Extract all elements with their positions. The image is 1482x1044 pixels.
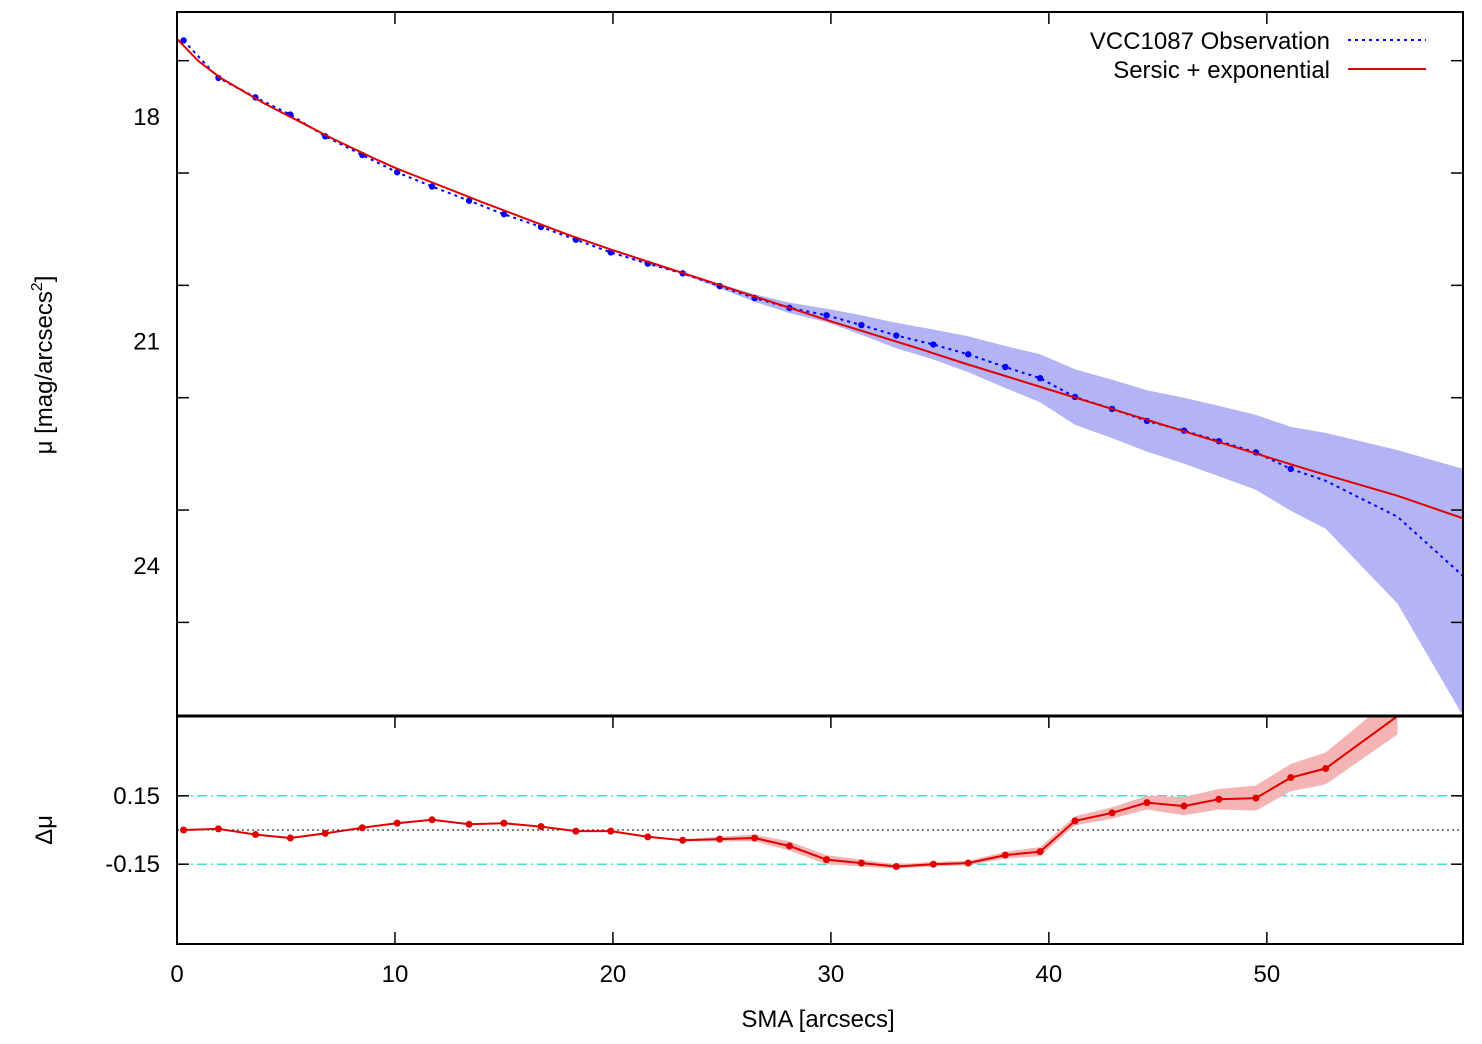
observation-point (1002, 363, 1009, 371)
observation-band-area (183, 40, 1463, 716)
residual-point (286, 834, 294, 842)
residual-point (857, 859, 865, 867)
observation-point (1287, 465, 1295, 473)
residual-series (180, 716, 1399, 870)
observation-point (823, 312, 830, 319)
observation-point (428, 183, 436, 190)
residual-point (358, 824, 366, 832)
residual-point (751, 834, 759, 842)
y-tick-label: 18 (133, 104, 160, 131)
residual-point (892, 862, 900, 870)
residual-point (823, 856, 831, 864)
residual-point (1036, 848, 1044, 856)
observation-point (1036, 375, 1044, 382)
observation-point (180, 37, 187, 44)
residual-point (572, 827, 580, 835)
residual-point (1180, 802, 1188, 810)
residual-point (1215, 795, 1223, 803)
res-y-tick-label: -0.15 (105, 851, 160, 878)
axis-ticks (176, 12, 1463, 944)
residual-point (393, 819, 401, 827)
observation-point (930, 341, 937, 348)
observation-error-band (183, 40, 1463, 716)
x-axis-title: SMA [arcsecs] (741, 1006, 894, 1033)
sersic-fit-line (177, 38, 1463, 520)
main-plot-frame (176, 11, 1464, 717)
y-axis-title-tail: ] (31, 276, 58, 283)
residual-point (1071, 817, 1079, 825)
residual-point (644, 833, 652, 841)
x-tick-label: 30 (818, 961, 845, 988)
x-tick-label: 50 (1253, 961, 1280, 988)
residual-point (607, 827, 615, 835)
y-axis-title-residual: Δμ (31, 815, 58, 845)
residual-point (964, 859, 972, 867)
residual-point (785, 842, 793, 850)
observation-point (500, 211, 508, 218)
legend: VCC1087 Observation Sersic + exponential (1090, 28, 1426, 84)
x-tick-label: 20 (600, 961, 627, 988)
residual-point (1322, 764, 1330, 772)
legend-label-fit: Sersic + exponential (1113, 57, 1330, 84)
residual-point (679, 836, 687, 844)
residual-point (1001, 851, 1009, 859)
residual-point (214, 825, 222, 833)
residual-line (183, 716, 1399, 868)
residual-plot-frame (176, 715, 1464, 945)
residual-point (500, 819, 508, 827)
residual-point (1143, 799, 1151, 807)
y-tick-label: 21 (133, 329, 160, 356)
residual-reference-lines (177, 795, 1463, 865)
legend-label-observation: VCC1087 Observation (1090, 28, 1330, 55)
res-y-tick-label: 0.15 (113, 783, 160, 810)
residual-point (180, 826, 188, 834)
residual-point (537, 823, 545, 831)
residual-point (465, 820, 473, 828)
observation-point (965, 351, 972, 358)
residual-point (929, 860, 937, 868)
residual-point (1252, 794, 1260, 802)
y-axis-title-main: μ [mag/arcsecs2] (29, 276, 58, 455)
residual-point (1287, 774, 1295, 782)
observation-point (858, 321, 865, 329)
tick-labels: 0 10 20 30 40 50 18 21 24 0.15 -0.15 (105, 104, 1280, 988)
y-tick-label: 24 (133, 553, 160, 580)
observation-point (893, 332, 900, 339)
y-axis-title-main-text: μ [mag/arcsecs (31, 291, 58, 454)
x-tick-label: 0 (170, 961, 183, 988)
residual-point (251, 831, 259, 839)
residual-point (1108, 809, 1116, 817)
x-tick-label: 10 (382, 961, 409, 988)
residual-error-band (183, 716, 1398, 869)
y-axis-title-superscript: 2 (29, 282, 46, 291)
observation-point (465, 197, 473, 204)
residual-point (321, 829, 329, 837)
residual-band-area (183, 716, 1398, 869)
observation-point (393, 169, 401, 176)
observation-line (182, 39, 1463, 577)
residual-point (716, 835, 724, 843)
residual-point (428, 816, 436, 824)
sersic-fit-series (177, 38, 1463, 520)
x-tick-label: 40 (1036, 961, 1063, 988)
